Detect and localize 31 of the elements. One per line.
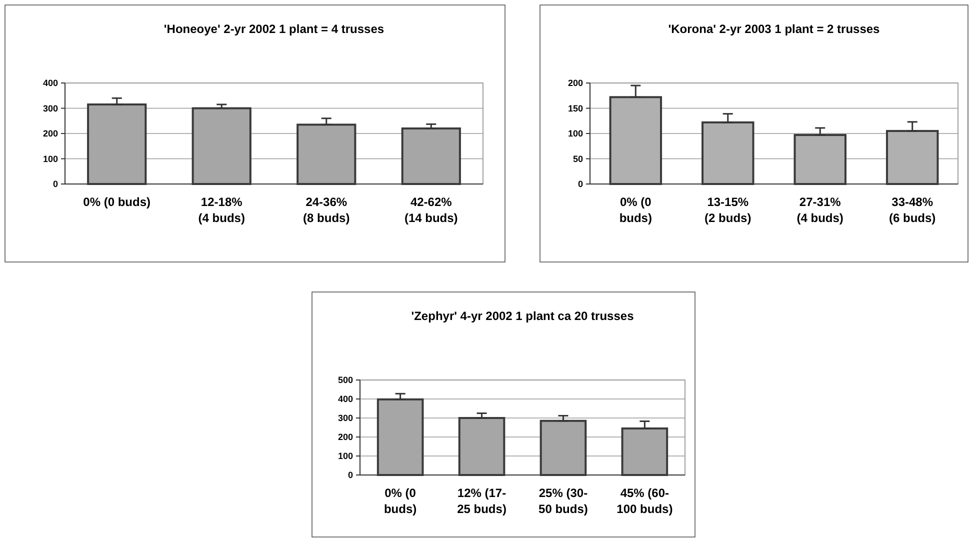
x-tick-label: 25% (30- 50 buds): [538, 486, 588, 516]
x-tick-label: 42-62% (14 buds): [404, 195, 458, 225]
y-tick-label: 200: [42, 128, 58, 139]
y-tick-label: 100: [338, 451, 353, 462]
chart-title: 'Zephyr' 4-yr 2002 1 plant ca 20 trusses: [411, 309, 634, 323]
y-tick-label: 300: [42, 103, 58, 114]
x-tick-label: 12% (17- 25 buds): [457, 486, 506, 516]
y-tick-label: 500: [338, 375, 353, 386]
y-tick-label: 150: [568, 103, 583, 114]
y-tick-label: 200: [568, 78, 583, 88]
y-tick-label: 400: [338, 394, 353, 404]
x-tick-label: 13-15% (2 buds): [704, 195, 752, 225]
y-tick-label: 300: [338, 413, 353, 424]
x-tick-label: 0% (0 buds): [83, 195, 151, 209]
y-tick-label: 50: [572, 154, 583, 164]
y-tick-label: 100: [42, 154, 58, 164]
chart-title: 'Honeoye' 2-yr 2002 1 plant = 4 trusses: [164, 22, 384, 36]
x-tick-label: 24-36% (8 buds): [303, 195, 350, 225]
y-tick-label: 100: [568, 128, 583, 139]
x-tick-label: 45% (60- 100 buds): [616, 486, 673, 516]
y-tick-label: 0: [52, 179, 58, 190]
x-tick-label: 12-18% (4 buds): [198, 195, 245, 225]
x-tick-label: 0% (0 buds): [384, 486, 417, 516]
y-tick-label: 0: [348, 470, 353, 480]
x-tick-label: 0% (0 buds): [619, 195, 652, 225]
x-tick-label: 27-31% (4 buds): [796, 195, 844, 225]
x-tick-label: 33-48% (6 buds): [889, 195, 936, 225]
chart-title: 'Korona' 2-yr 2003 1 plant = 2 trusses: [668, 22, 880, 36]
y-tick-label: 200: [338, 432, 353, 442]
y-tick-label: 400: [42, 78, 58, 88]
y-tick-label: 0: [578, 179, 583, 190]
